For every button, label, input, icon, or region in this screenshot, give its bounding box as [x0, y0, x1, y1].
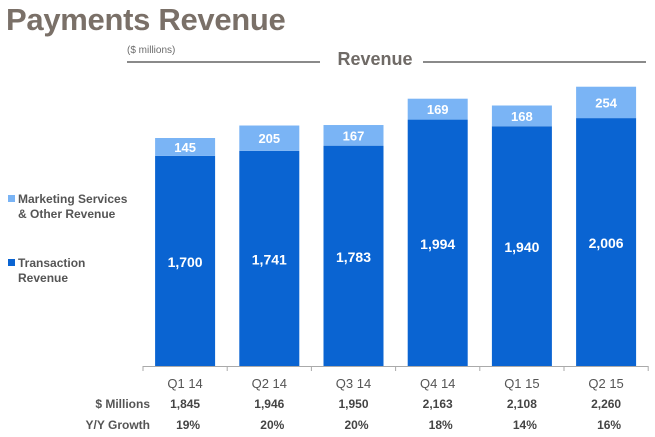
millions-value: 1,845 — [170, 397, 200, 411]
x-tick-label: Q1 15 — [504, 376, 539, 391]
bar-transaction — [239, 150, 300, 366]
growth-value: 18% — [429, 418, 453, 432]
bar-transaction — [576, 118, 637, 366]
bar-marketing — [155, 138, 216, 156]
legend-swatch-transaction — [8, 259, 15, 266]
chart-title: Revenue — [337, 49, 413, 69]
data-label: 169 — [427, 102, 449, 117]
x-tick-label: Q1 14 — [167, 376, 202, 391]
millions-value: 1,950 — [338, 397, 368, 411]
bar-marketing — [491, 105, 552, 127]
bar-transaction — [407, 119, 468, 366]
growth-value: 16% — [597, 418, 621, 432]
legend-swatch-marketing — [8, 195, 15, 202]
growth-value: 19% — [176, 418, 200, 432]
bar-marketing — [576, 86, 637, 119]
millions-row-label: $ Millions — [95, 397, 150, 411]
legend-label-transaction: Transaction Revenue — [18, 256, 86, 285]
millions-value: 2,108 — [507, 397, 537, 411]
x-tick-label: Q2 15 — [588, 376, 623, 391]
x-tick-label: Q2 14 — [252, 376, 287, 391]
data-label: 1,700 — [168, 254, 203, 270]
growth-value: 20% — [344, 418, 368, 432]
data-label: 1,783 — [336, 249, 371, 265]
data-label: 1,741 — [252, 251, 287, 267]
millions-value: 1,946 — [254, 397, 284, 411]
growth-row-label: Y/Y Growth — [85, 418, 150, 432]
header-rule-left — [127, 61, 320, 63]
data-label: 145 — [174, 140, 196, 155]
data-label: 254 — [595, 95, 617, 110]
data-label: 205 — [258, 131, 280, 146]
page-title: Payments Revenue — [6, 2, 286, 37]
data-label: 1,940 — [504, 239, 539, 255]
x-tick-label: Q4 14 — [420, 376, 455, 391]
data-label: 2,006 — [589, 235, 624, 251]
bar-transaction — [323, 145, 384, 366]
bar-marketing — [407, 98, 468, 120]
millions-value: 2,163 — [423, 397, 453, 411]
bar-marketing — [239, 125, 300, 151]
bar-marketing — [323, 125, 384, 146]
data-label: 168 — [511, 109, 533, 124]
legend-label-marketing: Marketing Services & Other Revenue — [18, 192, 128, 221]
growth-value: 20% — [260, 418, 284, 432]
growth-value: 14% — [513, 418, 537, 432]
millions-value: 2,260 — [591, 397, 621, 411]
data-label: 167 — [343, 128, 365, 143]
bar-transaction — [155, 155, 216, 366]
units-note: ($ millions) — [127, 45, 176, 56]
data-label: 1,994 — [420, 236, 455, 252]
bar-transaction — [491, 126, 552, 366]
x-tick-label: Q3 14 — [336, 376, 371, 391]
header-rule-right — [423, 61, 646, 63]
